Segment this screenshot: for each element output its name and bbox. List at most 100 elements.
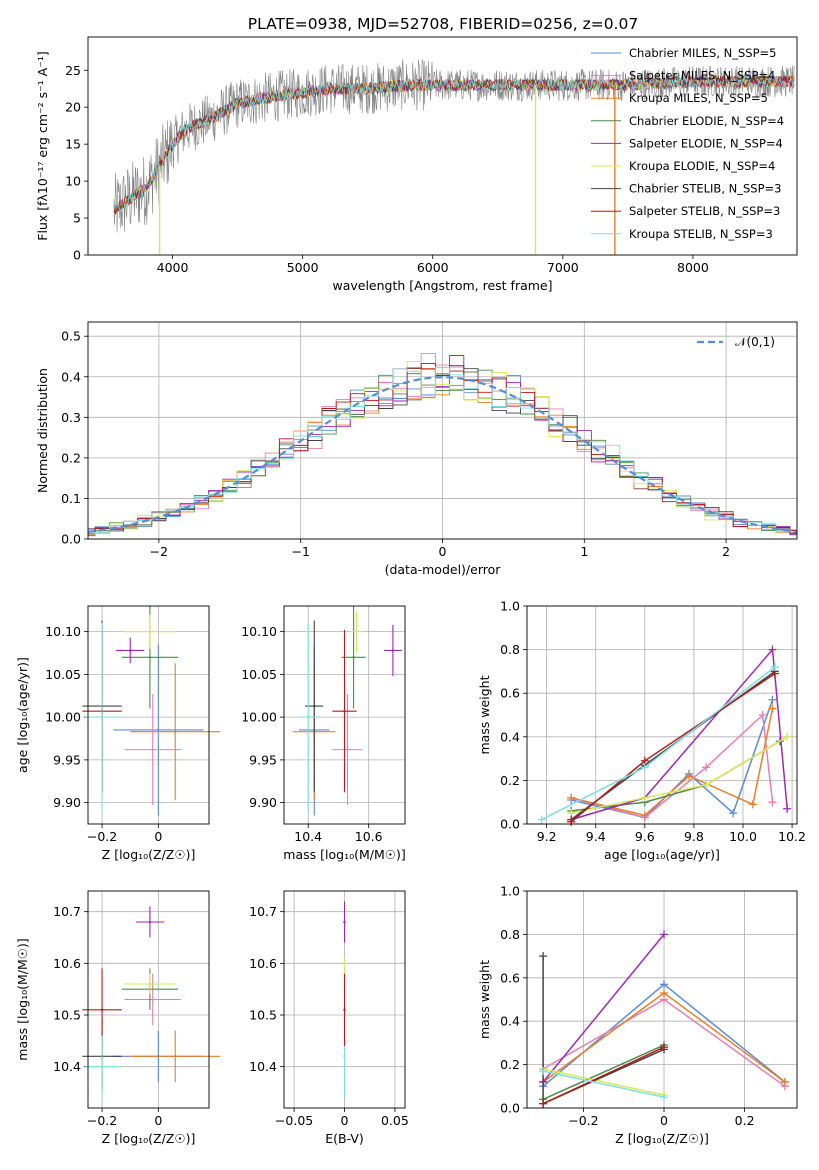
series-marker	[539, 1067, 548, 1076]
x-tick-label: 10.0	[729, 829, 757, 844]
x-tick-label: −0.2	[87, 1113, 117, 1128]
y-tick-label: 10.4	[53, 1059, 81, 1074]
legend-label: Kroupa MILES, N_SSP=5	[629, 91, 768, 105]
x-tick-label: 10.4	[294, 829, 322, 844]
axes-frame	[526, 890, 798, 1109]
data-point	[313, 704, 316, 708]
panels: 4000 5000 6000 7000 80000510152025wavelength…	[15, 36, 806, 1146]
y-tick-label: 10.5	[249, 1008, 277, 1023]
series-marker	[660, 980, 669, 989]
x-axis-label: E(B-V)	[325, 1131, 364, 1146]
panel-age_vs_Z: −0.2 0 9.90 9.95 10.00 10.05 10.10 Z [log₁₀(Z/Z…	[15, 605, 221, 862]
series-marker	[783, 732, 792, 741]
y-tick-label: 10.7	[249, 904, 277, 919]
y-tick-label: 10.00	[45, 710, 81, 725]
y-tick-label: 1.0	[500, 599, 520, 614]
data-point	[100, 1008, 104, 1012]
series-line	[542, 1046, 665, 1105]
series-marker	[702, 763, 711, 772]
x-axis-label: wavelength [Angstrom, rest frame]	[332, 278, 552, 293]
figure-title: PLATE=0938, MJD=52708, FIBERID=0256, z=0…	[248, 15, 638, 33]
y-tick-label: 0.1	[61, 491, 81, 506]
x-tick-label: 9.6	[635, 829, 655, 844]
y-tick-label: 10.7	[53, 904, 81, 919]
axes-frame	[526, 605, 798, 825]
series-marker	[702, 780, 711, 789]
y-tick-label: 0.3	[61, 410, 81, 425]
x-tick-label: −2	[150, 544, 168, 559]
series-marker	[748, 800, 757, 809]
y-tick-label: 10.5	[53, 1008, 81, 1023]
series-marker	[729, 809, 738, 818]
series-marker	[685, 772, 693, 781]
y-tick-label: 10.05	[241, 667, 277, 682]
panel-mass_vs_Z: −0.2 0 10.4 10.5 10.6 10.7 Z [log₁₀(Z/Z☉)] mass…	[15, 890, 221, 1146]
data-point	[343, 709, 346, 713]
x-tick-label: 6000	[417, 260, 449, 275]
x-tick-label: 9.8	[684, 829, 704, 844]
y-tick-label: 0.5	[61, 329, 81, 344]
y-tick-label: 0.0	[500, 817, 520, 832]
y-tick-label: 9.90	[249, 795, 277, 810]
series-marker	[768, 695, 777, 704]
axes-frame	[87, 321, 798, 540]
x-axis-label: Z [log₁₀(Z/Z☉)]	[615, 1131, 709, 1146]
panel-weight_vs_age: 9.2 9.4 9.6 9.8 10.0 10.2 0.0 0.2 0.4 0.6 0.8 1.0 ag…	[477, 599, 806, 863]
y-tick-label: 10.4	[249, 1059, 277, 1074]
data-point	[343, 920, 346, 924]
y-tick-label: 10.6	[249, 956, 277, 971]
legend-label: Salpeter ELODIE, N_SSP=4	[629, 136, 783, 150]
legend-label: Salpeter STELIB, N_SSP=3	[629, 204, 780, 218]
y-tick-label: 10.6	[53, 956, 81, 971]
y-tick-label: 0.2	[500, 773, 520, 788]
data-point	[148, 982, 152, 986]
x-tick-label: 4000	[157, 260, 189, 275]
x-tick-label: 10.2	[778, 829, 806, 844]
series-marker	[640, 763, 649, 772]
series-marker	[537, 815, 546, 824]
series-marker	[539, 1099, 548, 1108]
y-tick-label: 0.8	[500, 927, 520, 942]
x-tick-label: 8000	[677, 260, 709, 275]
data-point	[100, 1065, 104, 1068]
series-marker	[758, 711, 767, 719]
data-point	[307, 715, 310, 719]
x-tick-label: 9.2	[537, 829, 557, 844]
y-tick-label: 0.6	[500, 686, 520, 701]
histogram-line	[88, 355, 797, 536]
y-tick-label: 20	[65, 100, 81, 115]
y-tick-label: 9.90	[53, 795, 81, 810]
y-tick-label: 0.6	[500, 970, 520, 985]
x-axis-label: (data-model)/error	[385, 562, 502, 577]
panel-mass_vs_ebv: −0.05 0 0.05 10.4 10.5 10.6 10.7 E(B-V)	[249, 890, 409, 1146]
y-axis-label: mass [log₁₀(M/M☉)]	[15, 938, 30, 1060]
legend-label: Chabrier MILES, N_SSP=5	[629, 46, 776, 60]
y-axis-label: age [log₁₀(age/yr)]	[15, 657, 30, 773]
y-tick-label: 9.95	[53, 752, 81, 767]
x-tick-label: 0	[439, 544, 447, 559]
legend-label: 𝒩(0,1)	[735, 335, 775, 349]
y-tick-label: 0.2	[500, 1057, 520, 1072]
y-tick-label: 10	[65, 174, 81, 189]
panel-residuals: −2 −1 0 1 2 0.0 0.1 0.2 0.3 0.4 0.5 (data-model)/er…	[35, 321, 798, 577]
y-tick-label: 0.8	[500, 642, 520, 657]
x-tick-label: 9.4	[586, 829, 606, 844]
series-marker	[640, 811, 649, 820]
y-tick-label: 0.4	[500, 729, 520, 744]
axes-frame	[87, 605, 210, 825]
y-tick-label: 10.00	[241, 710, 277, 725]
axes-frame	[87, 36, 798, 256]
series-marker	[768, 798, 777, 807]
x-tick-label: 7000	[547, 260, 579, 275]
series-line	[542, 1070, 665, 1098]
y-axis-label: mass weight	[477, 960, 492, 1039]
data-point	[129, 649, 132, 652]
series-line	[542, 1044, 665, 1100]
y-tick-label: 1.0	[500, 884, 520, 899]
legend-label: Kroupa STELIB, N_SSP=3	[629, 227, 773, 241]
series-marker	[783, 804, 792, 813]
x-tick-label: 0	[154, 1113, 162, 1128]
x-axis-label: mass [log₁₀(M/M☉)]	[283, 847, 405, 862]
data-point	[148, 920, 152, 924]
